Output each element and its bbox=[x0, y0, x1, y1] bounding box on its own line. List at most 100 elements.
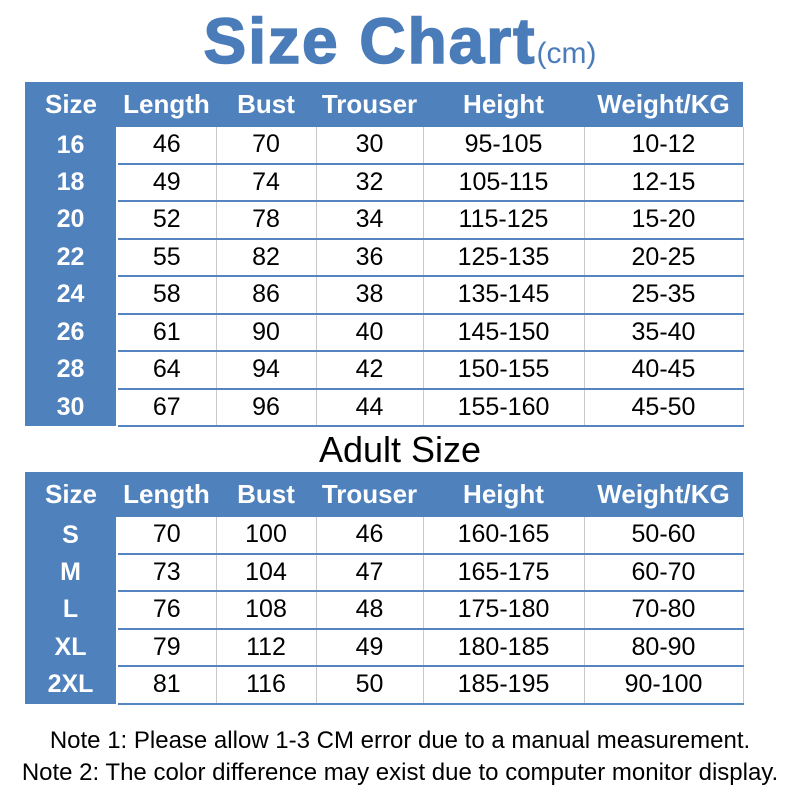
value-cell: 67 bbox=[116, 388, 216, 427]
value-cell: 80-90 bbox=[583, 628, 744, 667]
column-header-bust: Bust bbox=[216, 472, 316, 517]
value-cell: 42 bbox=[315, 351, 423, 390]
value-cell: 160-165 bbox=[422, 517, 584, 555]
value-cell: 46 bbox=[315, 517, 423, 555]
size-label-cell: XL bbox=[25, 628, 118, 666]
size-label-cell: L bbox=[25, 591, 118, 629]
size-label-cell: 26 bbox=[25, 313, 118, 351]
value-cell: 60-70 bbox=[583, 553, 744, 592]
size-label-cell: 22 bbox=[25, 238, 118, 276]
value-cell: 55 bbox=[116, 238, 216, 277]
table-row: 20 52 78 34 115-125 15-20 bbox=[25, 201, 744, 240]
column-header-bust: Bust bbox=[216, 82, 316, 127]
value-cell: 86 bbox=[215, 276, 316, 315]
youth-size-table: Size Length Bust Trouser Height Weight/K… bbox=[25, 82, 744, 427]
value-cell: 70 bbox=[116, 517, 216, 555]
value-cell: 38 bbox=[315, 276, 423, 315]
table-row: 26 61 90 40 145-150 35-40 bbox=[25, 313, 744, 352]
value-cell: 10-12 bbox=[583, 127, 744, 165]
value-cell: 104 bbox=[215, 553, 316, 592]
value-cell: 155-160 bbox=[422, 388, 584, 427]
size-label-cell: 28 bbox=[25, 351, 118, 389]
value-cell: 105-115 bbox=[422, 163, 584, 202]
table-row: 2XL 81 116 50 185-195 90-100 bbox=[25, 666, 744, 705]
size-label-cell: 30 bbox=[25, 388, 118, 426]
value-cell: 94 bbox=[215, 351, 316, 390]
value-cell: 112 bbox=[215, 628, 316, 667]
size-label-cell: S bbox=[25, 517, 118, 554]
value-cell: 46 bbox=[116, 127, 216, 165]
value-cell: 12-15 bbox=[583, 163, 744, 202]
value-cell: 165-175 bbox=[422, 553, 584, 592]
size-label-cell: 16 bbox=[25, 127, 118, 164]
value-cell: 150-155 bbox=[422, 351, 584, 390]
value-cell: 61 bbox=[116, 313, 216, 352]
value-cell: 108 bbox=[215, 591, 316, 630]
column-header-weight: Weight/KG bbox=[584, 472, 743, 517]
value-cell: 15-20 bbox=[583, 201, 744, 240]
value-cell: 82 bbox=[215, 238, 316, 277]
youth-table-header-row: Size Length Bust Trouser Height Weight/K… bbox=[25, 82, 743, 127]
table-row: M 73 104 47 165-175 60-70 bbox=[25, 553, 744, 592]
size-label-cell: 2XL bbox=[25, 666, 118, 704]
column-header-weight: Weight/KG bbox=[584, 82, 743, 127]
value-cell: 50 bbox=[315, 666, 423, 705]
notes: Note 1: Please allow 1-3 CM error due to… bbox=[0, 725, 800, 789]
value-cell: 32 bbox=[315, 163, 423, 202]
value-cell: 185-195 bbox=[422, 666, 584, 705]
table-row: 16 46 70 30 95-105 10-12 bbox=[25, 127, 744, 165]
value-cell: 90 bbox=[215, 313, 316, 352]
value-cell: 70 bbox=[215, 127, 316, 165]
table-row: 30 67 96 44 155-160 45-50 bbox=[25, 388, 744, 427]
value-cell: 95-105 bbox=[422, 127, 584, 165]
table-row: 28 64 94 42 150-155 40-45 bbox=[25, 351, 744, 390]
note-line-1: Note 1: Please allow 1-3 CM error due to… bbox=[49, 726, 751, 754]
value-cell: 116 bbox=[215, 666, 316, 705]
value-cell: 73 bbox=[116, 553, 216, 592]
value-cell: 25-35 bbox=[583, 276, 744, 315]
value-cell: 64 bbox=[116, 351, 216, 390]
value-cell: 58 bbox=[116, 276, 216, 315]
value-cell: 100 bbox=[215, 517, 316, 555]
value-cell: 49 bbox=[315, 628, 423, 667]
value-cell: 115-125 bbox=[422, 201, 584, 240]
column-header-size: Size bbox=[25, 82, 117, 127]
value-cell: 36 bbox=[315, 238, 423, 277]
value-cell: 90-100 bbox=[583, 666, 744, 705]
title-unit-label: (cm) bbox=[536, 37, 597, 70]
column-header-size: Size bbox=[25, 472, 117, 517]
size-label-cell: 24 bbox=[25, 276, 118, 314]
size-label-cell: 20 bbox=[25, 201, 118, 239]
value-cell: 145-150 bbox=[422, 313, 584, 352]
value-cell: 35-40 bbox=[583, 313, 744, 352]
adult-size-heading: Adult Size bbox=[318, 429, 482, 470]
column-header-length: Length bbox=[117, 472, 216, 517]
note-line-2: Note 2: The color difference may exist d… bbox=[21, 758, 779, 786]
value-cell: 20-25 bbox=[583, 238, 744, 277]
value-cell: 78 bbox=[215, 201, 316, 240]
table-row: 24 58 86 38 135-145 25-35 bbox=[25, 276, 744, 315]
value-cell: 40 bbox=[315, 313, 423, 352]
column-header-trouser: Trouser bbox=[316, 82, 423, 127]
table-row: L 76 108 48 175-180 70-80 bbox=[25, 591, 744, 630]
table-row: 22 55 82 36 125-135 20-25 bbox=[25, 238, 744, 277]
value-cell: 135-145 bbox=[422, 276, 584, 315]
value-cell: 180-185 bbox=[422, 628, 584, 667]
value-cell: 34 bbox=[315, 201, 423, 240]
size-label-cell: M bbox=[25, 553, 118, 591]
value-cell: 79 bbox=[116, 628, 216, 667]
column-header-trouser: Trouser bbox=[316, 472, 423, 517]
value-cell: 96 bbox=[215, 388, 316, 427]
value-cell: 76 bbox=[116, 591, 216, 630]
value-cell: 49 bbox=[116, 163, 216, 202]
page-title: Size Chart(cm) bbox=[0, 0, 800, 82]
table-row: S 70 100 46 160-165 50-60 bbox=[25, 517, 744, 555]
adult-size-table: Size Length Bust Trouser Height Weight/K… bbox=[25, 472, 744, 705]
column-header-height: Height bbox=[423, 82, 584, 127]
title-text: Size Chart bbox=[203, 4, 537, 78]
value-cell: 125-135 bbox=[422, 238, 584, 277]
value-cell: 70-80 bbox=[583, 591, 744, 630]
value-cell: 52 bbox=[116, 201, 216, 240]
value-cell: 74 bbox=[215, 163, 316, 202]
